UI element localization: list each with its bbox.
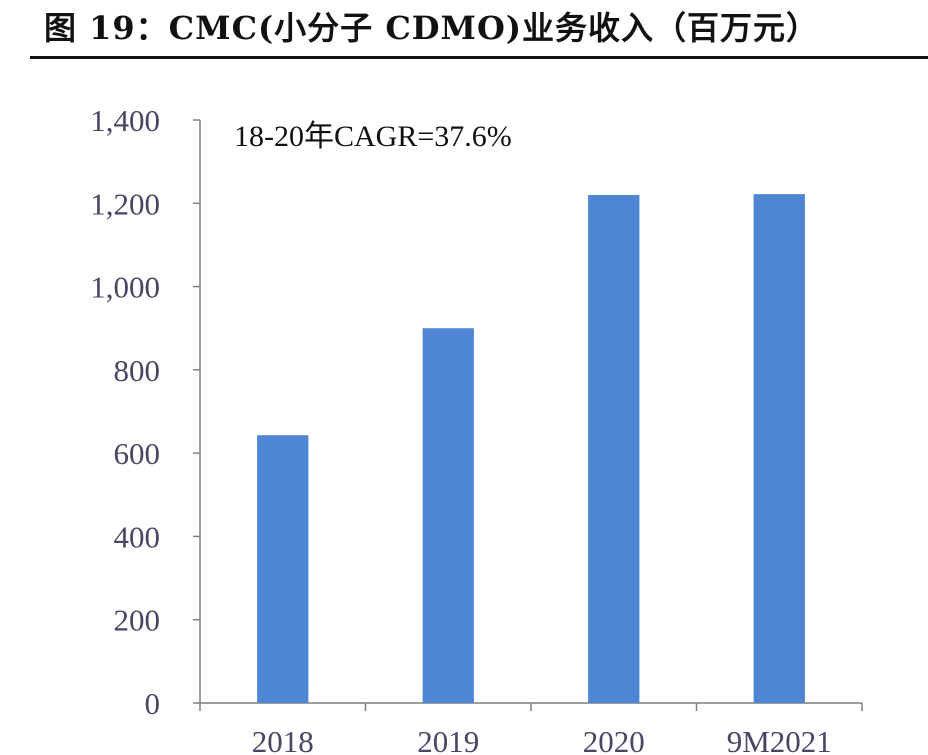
figure-title: 图 19：CMC(小分子 CDMO)业务收入（百万元） xyxy=(44,9,819,47)
x-tick-label: 2020 xyxy=(583,724,645,755)
bar-9m2021 xyxy=(753,194,805,704)
bar-2019 xyxy=(422,328,474,703)
bar-2020 xyxy=(588,194,640,703)
y-tick-label: 1,200 xyxy=(90,186,160,221)
x-axis xyxy=(199,702,863,711)
y-tick-label: 0 xyxy=(145,686,161,721)
y-tick-label: 400 xyxy=(114,519,161,554)
bars xyxy=(257,194,805,704)
y-tick-label: 1,000 xyxy=(90,270,160,305)
y-tick-label: 200 xyxy=(114,603,161,638)
cagr-annotation: 18-20年CAGR=37.6% xyxy=(234,120,512,153)
x-tick-labels: 2018 2019 2020 9M2021 xyxy=(252,724,832,755)
x-tick-label: 9M2021 xyxy=(727,724,832,755)
y-tick-label: 600 xyxy=(114,436,161,471)
y-tick-label: 1,400 xyxy=(90,103,160,138)
x-tick-label: 2018 xyxy=(252,724,314,755)
x-tick-label: 2019 xyxy=(417,724,479,755)
bar-2018 xyxy=(257,435,309,703)
y-tick-label: 800 xyxy=(114,353,161,388)
title-underline xyxy=(30,56,928,59)
y-axis: 0 200 400 600 800 1,000 1,200 1,400 xyxy=(90,103,201,721)
